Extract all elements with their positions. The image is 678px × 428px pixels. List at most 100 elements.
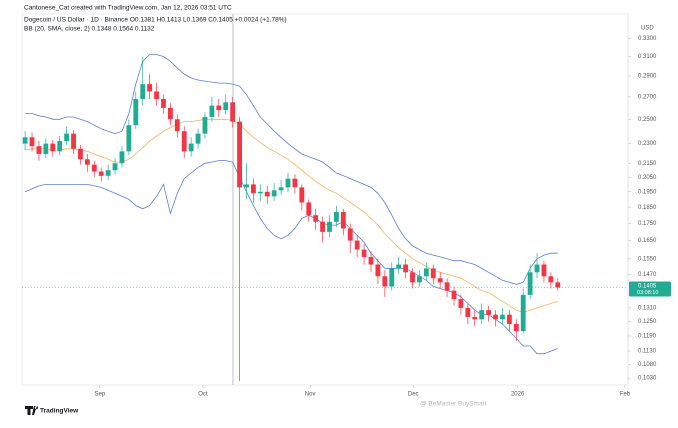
candle [520, 288, 526, 334]
candle [57, 136, 63, 156]
candle-body [403, 264, 409, 273]
candle-body [451, 290, 457, 300]
candle-body [105, 170, 111, 176]
last-price-label: 0.1405 [638, 284, 657, 290]
candle [375, 258, 381, 285]
candle [299, 184, 305, 211]
candle-body [410, 272, 415, 283]
candle [237, 116, 242, 381]
candle [410, 268, 415, 289]
y-tick-label: 0.1470 [638, 272, 657, 278]
x-tick-label: 2026 [511, 392, 525, 398]
candle [472, 310, 478, 327]
candle [223, 94, 229, 115]
candle [285, 172, 291, 192]
candle [361, 244, 367, 265]
x-tick-label: Oct [198, 392, 208, 398]
candle-body [520, 294, 526, 332]
candle [112, 157, 118, 175]
candle-body [320, 221, 325, 232]
candle [64, 126, 70, 145]
candle [50, 139, 56, 157]
candle [244, 163, 249, 200]
candle-body [216, 105, 222, 111]
candle-body [472, 316, 478, 320]
candle [174, 114, 180, 138]
y-tick-label: 0.2150 [638, 161, 657, 167]
logo-icon [25, 406, 39, 415]
candle [479, 303, 485, 324]
candle-body [389, 268, 395, 287]
candle-body [541, 264, 547, 277]
candle [430, 264, 436, 285]
band-line [24, 160, 558, 355]
candle [444, 278, 450, 297]
candle [417, 270, 422, 287]
candle-body [195, 133, 201, 144]
candle [230, 96, 236, 128]
candle [368, 251, 374, 273]
candle-body [91, 164, 97, 172]
candle-body [327, 221, 332, 232]
y-tick-label: 0.2700 [638, 94, 657, 100]
candle-body [479, 310, 485, 320]
candle-body [223, 102, 229, 111]
y-tick-label: 0.1080 [638, 362, 657, 368]
y-tick-label: 0.2900 [638, 74, 657, 80]
candle [555, 278, 561, 291]
band-line [25, 118, 558, 313]
candle [257, 184, 263, 201]
candle-body [264, 191, 270, 197]
candle-body [313, 215, 319, 222]
candle [154, 83, 159, 106]
candle [29, 132, 35, 152]
candle [292, 174, 298, 194]
y-tick-label: 0.1850 [638, 205, 657, 211]
candle [389, 262, 395, 291]
candle-body [368, 256, 374, 265]
candle [320, 216, 325, 243]
candle-body [133, 99, 139, 126]
candle [71, 129, 76, 154]
candle [91, 160, 97, 178]
candle [333, 205, 339, 227]
y-tick-label: 0.1550 [638, 256, 657, 262]
candle [458, 294, 464, 315]
candle [493, 310, 498, 327]
x-tick-label: Dec [408, 392, 419, 398]
candle-body [50, 143, 56, 152]
candle [167, 103, 173, 126]
candle [36, 141, 42, 161]
candle [216, 99, 222, 117]
candle [195, 128, 201, 149]
candle [43, 138, 49, 158]
y-tick-label: 0.1190 [638, 334, 657, 340]
candle [188, 137, 194, 157]
candle [403, 258, 409, 279]
candle [133, 91, 139, 129]
candle-body [500, 314, 505, 320]
y-tick-label: 0.1650 [638, 238, 657, 244]
candle [548, 272, 554, 289]
candle [147, 73, 153, 100]
candle-body [98, 171, 104, 176]
candle-body [257, 191, 263, 194]
y-tick-label: 0.3300 [638, 36, 657, 42]
candle-body [465, 307, 471, 317]
candle [202, 112, 208, 139]
candle-body [84, 159, 90, 165]
candle [181, 126, 187, 158]
candle-body [188, 143, 194, 152]
candle-body [527, 272, 533, 295]
candle [340, 208, 346, 236]
candle-body [285, 178, 291, 188]
candle [396, 256, 402, 275]
candle-body [340, 211, 346, 229]
indicator-legend: BB (20, SMA, close, 2) 0.1348 0.1564 0.1… [24, 26, 155, 33]
candle-body [22, 137, 28, 144]
candle [22, 131, 28, 151]
candle [327, 215, 332, 238]
y-tick-label: 0.3100 [638, 54, 657, 60]
